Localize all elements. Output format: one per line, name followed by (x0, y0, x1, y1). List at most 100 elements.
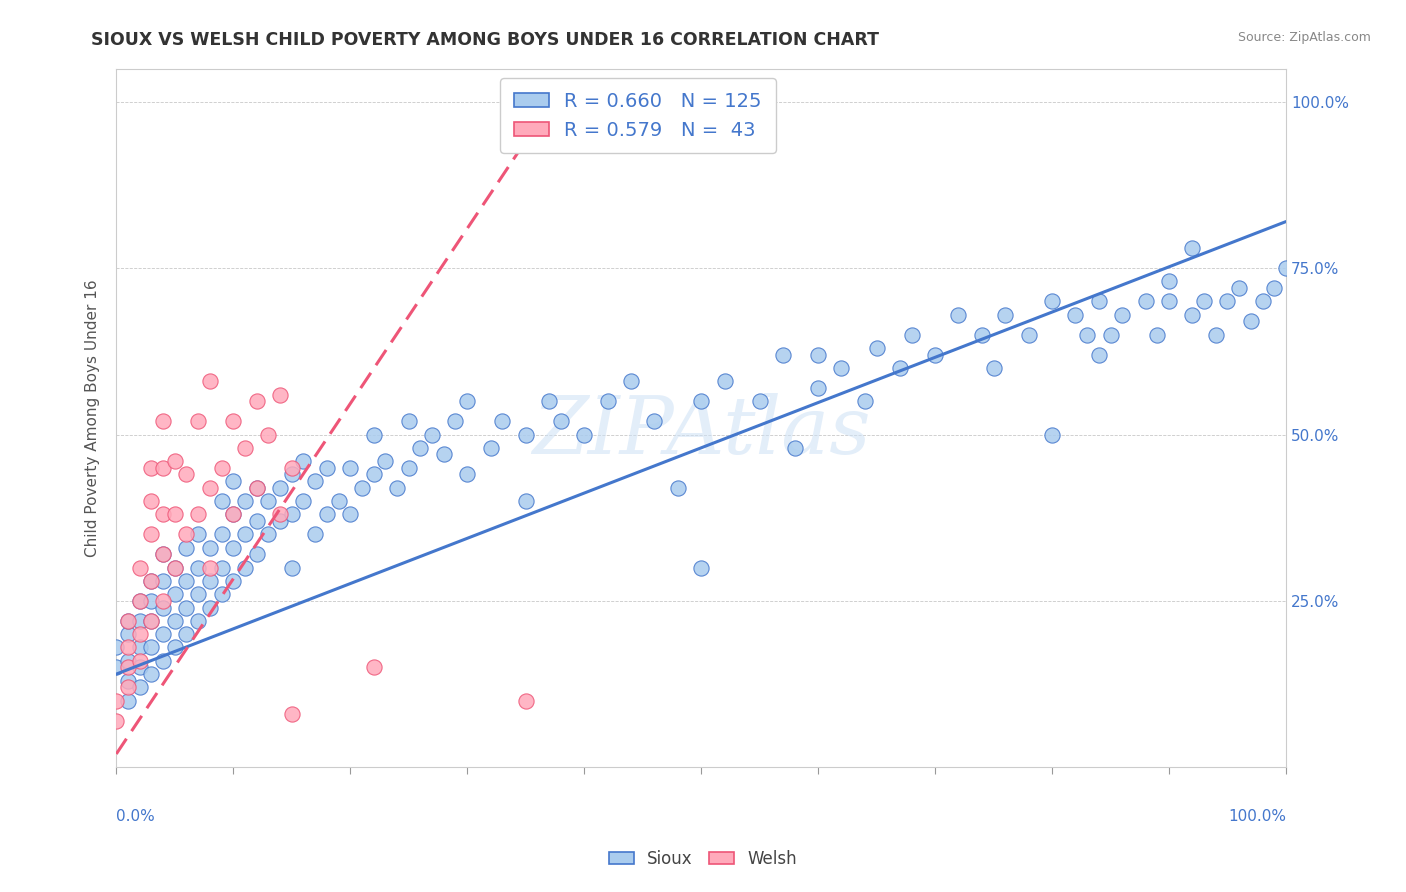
Point (152, 460, 174, 475)
Point (1216, 294, 1239, 309)
Point (257, 427, 280, 442)
Point (211, 460, 233, 475)
Point (152, 547, 174, 561)
Point (970, 327, 993, 342)
Point (222, 508, 245, 522)
Point (515, 427, 537, 442)
Point (948, 308, 970, 322)
Point (1064, 308, 1087, 322)
Point (339, 508, 361, 522)
Point (772, 348, 794, 362)
Point (994, 308, 1017, 322)
Point (409, 441, 432, 455)
Point (398, 414, 420, 428)
Point (1040, 294, 1063, 309)
Point (176, 467, 198, 482)
Point (983, 361, 1005, 376)
Point (222, 414, 245, 428)
Point (398, 460, 420, 475)
Point (491, 414, 513, 428)
Point (280, 460, 302, 475)
Point (538, 394, 561, 409)
Point (176, 600, 198, 615)
Point (269, 514, 291, 528)
Point (1111, 308, 1133, 322)
Point (515, 494, 537, 508)
Point (363, 660, 385, 674)
Point (128, 654, 150, 668)
Point (1251, 294, 1274, 309)
Point (572, 427, 595, 442)
Point (1135, 294, 1157, 309)
Point (176, 574, 198, 588)
Text: ZIPAtlas: ZIPAtlas (531, 393, 870, 471)
Point (620, 374, 643, 388)
Point (117, 660, 139, 674)
Point (690, 560, 713, 574)
Point (1227, 281, 1250, 295)
Point (176, 541, 198, 555)
Point (900, 327, 922, 342)
Point (328, 494, 350, 508)
Point (141, 574, 163, 588)
Point (117, 654, 139, 668)
Legend: R = 0.660   N = 125, R = 0.579   N =  43: R = 0.660 N = 125, R = 0.579 N = 43 (501, 78, 776, 153)
Point (269, 387, 291, 401)
Point (385, 481, 408, 495)
Point (152, 574, 174, 588)
Point (713, 374, 735, 388)
Point (246, 481, 269, 495)
Point (246, 547, 269, 561)
Point (187, 560, 209, 574)
Point (141, 527, 163, 541)
Point (176, 627, 198, 641)
Point (222, 541, 245, 555)
Point (128, 594, 150, 608)
Point (105, 640, 128, 655)
Point (1157, 294, 1180, 309)
Point (1099, 327, 1122, 342)
Point (117, 640, 139, 655)
Point (1205, 327, 1227, 342)
Point (433, 448, 456, 462)
Point (141, 614, 163, 628)
Point (1192, 294, 1215, 309)
Point (456, 394, 478, 409)
Point (176, 527, 198, 541)
Legend: Sioux, Welsh: Sioux, Welsh (602, 844, 804, 875)
Point (515, 694, 537, 708)
Point (292, 454, 315, 468)
Point (1157, 275, 1180, 289)
Point (141, 640, 163, 655)
Point (315, 508, 337, 522)
Point (128, 681, 150, 695)
Point (246, 514, 269, 528)
Point (198, 481, 221, 495)
Point (187, 587, 209, 601)
Point (128, 614, 150, 628)
Point (1146, 327, 1168, 342)
Point (187, 414, 209, 428)
Point (211, 560, 233, 574)
Point (1040, 427, 1063, 442)
Point (865, 341, 887, 355)
Point (117, 614, 139, 628)
Point (257, 494, 280, 508)
Point (163, 614, 186, 628)
Point (128, 560, 150, 574)
Point (1088, 348, 1111, 362)
Point (1275, 261, 1298, 276)
Text: Source: ZipAtlas.com: Source: ZipAtlas.com (1237, 31, 1371, 45)
Point (1018, 327, 1040, 342)
Point (198, 541, 221, 555)
Point (152, 600, 174, 615)
Point (339, 460, 361, 475)
Point (1076, 327, 1098, 342)
Point (128, 594, 150, 608)
Point (211, 527, 233, 541)
Point (280, 706, 302, 721)
Point (141, 460, 163, 475)
Point (163, 560, 186, 574)
Point (222, 574, 245, 588)
Point (363, 467, 385, 482)
